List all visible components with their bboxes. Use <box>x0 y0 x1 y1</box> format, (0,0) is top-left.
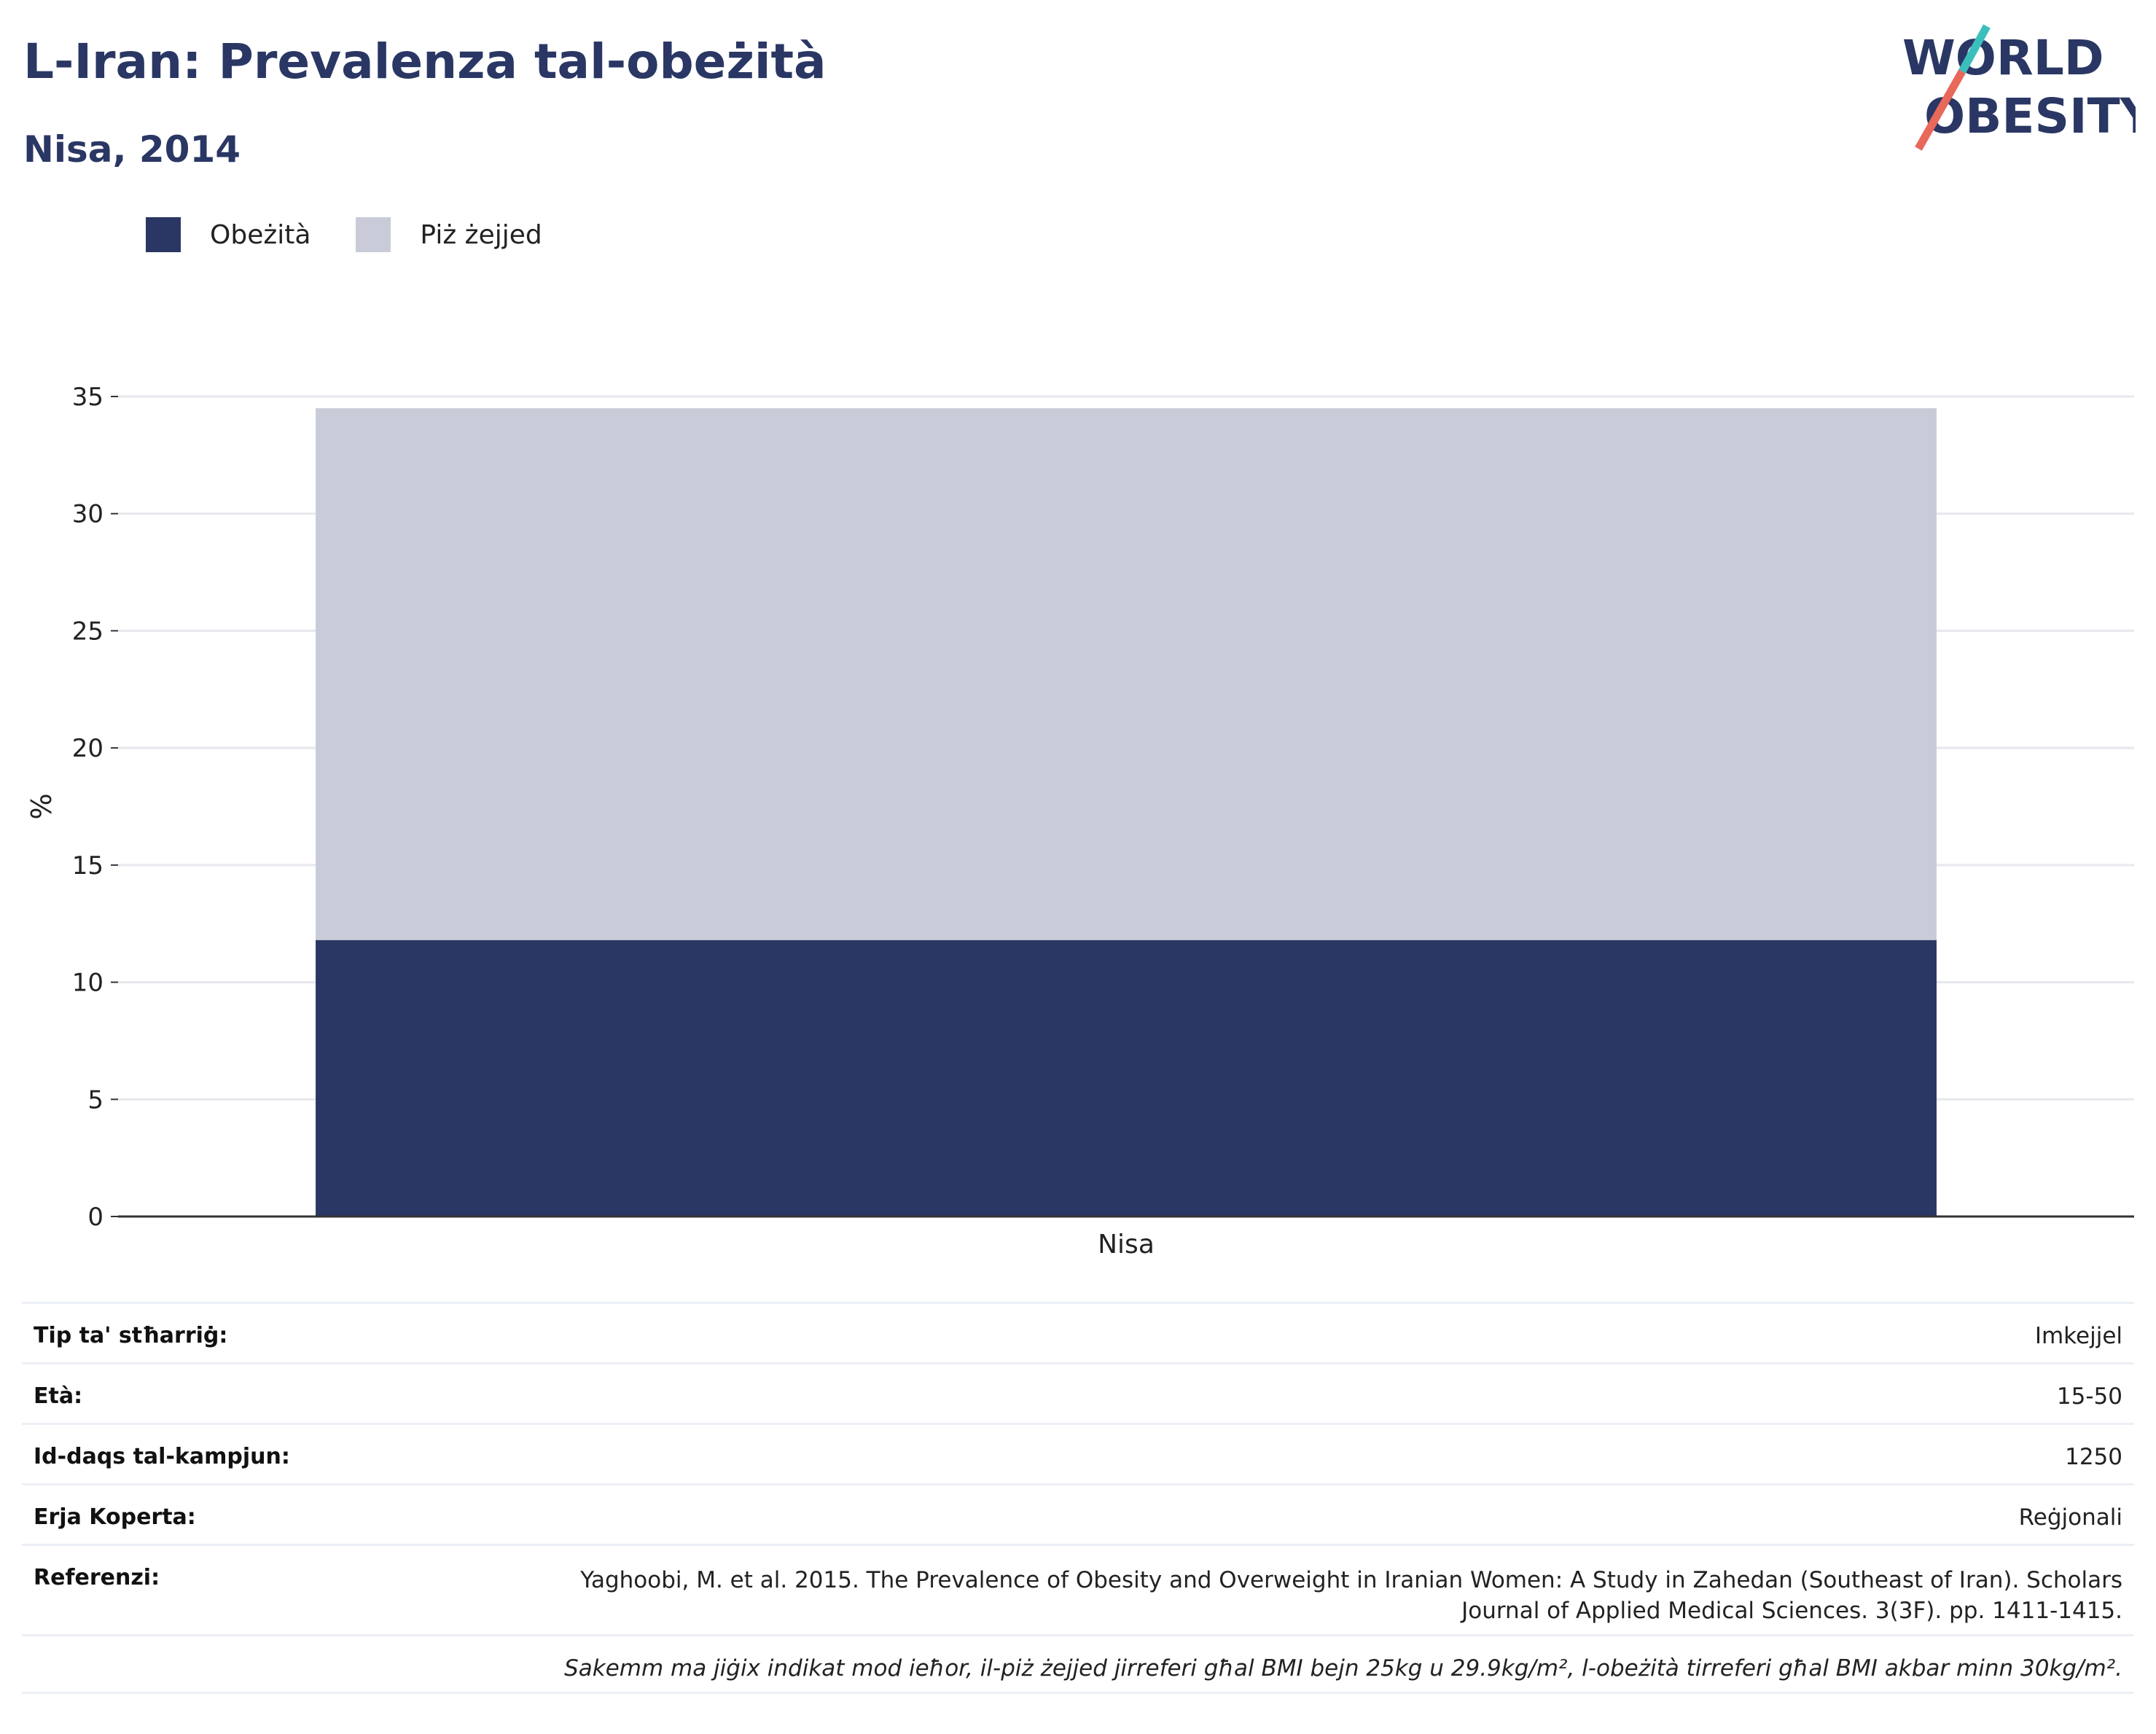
info-value: 15-50 <box>2056 1383 2122 1410</box>
y-tick-label: 20 <box>72 734 103 763</box>
legend-item-overweight[interactable]: Piż żejjed <box>356 217 542 252</box>
y-axis-label: % <box>26 793 58 819</box>
info-row-age: Età: 15-50 <box>22 1362 2134 1423</box>
legend-label-overweight: Piż żejjed <box>420 219 542 250</box>
reference-text: Yaghoobi, M. et al. 2015. The Prevalence… <box>580 1567 2122 1624</box>
info-key: Età: <box>34 1383 83 1409</box>
logo-line-2: OBESITY <box>1924 88 2136 144</box>
logo-slash-bottom <box>1915 69 1966 151</box>
y-tick-label: 35 <box>72 383 103 412</box>
logo-line-1: WORLD <box>1902 30 2104 86</box>
logo-slash-top <box>1958 24 1991 74</box>
info-key: Erja Koperta: <box>34 1504 196 1530</box>
chart-subtitle: Nisa, 2014 <box>23 128 241 171</box>
stacked-bar-chart: 0 5 10 15 20 25 30 35% Nisa <box>26 383 2134 1260</box>
survey-info-table: Tip ta' stħarriġ: Imkejjel Età: 15-50 Id… <box>22 1302 2134 1694</box>
info-row-references: Referenzi: Yaghoobi, M. et al. 2015. The… <box>22 1544 2134 1634</box>
chart-title: L-Iran: Prevalenza tal-obeżità <box>23 34 827 90</box>
legend-label-obesity: Obeżità <box>210 219 311 250</box>
bar-segment-obesity <box>316 940 1937 1216</box>
y-tick-label: 15 <box>72 851 103 880</box>
legend-swatch-obesity <box>146 217 181 252</box>
y-tick-label: 30 <box>72 500 103 529</box>
x-tick-label: Nisa <box>1098 1230 1155 1260</box>
y-tick-label: 10 <box>72 969 103 998</box>
info-row-survey-type: Tip ta' stħarriġ: Imkejjel <box>22 1302 2134 1362</box>
legend-item-obesity[interactable]: Obeżità <box>146 217 310 252</box>
info-value: Reġjonali <box>2018 1504 2122 1531</box>
y-tick-label: 5 <box>87 1085 103 1114</box>
info-row-sample-size: Id-daqs tal-kampjun: 1250 <box>22 1423 2134 1483</box>
world-obesity-logo: WORLD OBESITY <box>1902 24 2136 151</box>
info-row-area: Erja Koperta: Reġjonali <box>22 1483 2134 1544</box>
chart-legend: Obeżità Piż żejjed <box>146 217 587 252</box>
info-key: Referenzi: <box>34 1565 160 1590</box>
y-tick-label: 0 <box>87 1203 103 1232</box>
bmi-definition-note: Sakemm ma jiġix indikat mod ieħor, il-pi… <box>564 1655 2122 1682</box>
legend-swatch-overweight <box>356 217 391 252</box>
bar-segment-overweight <box>316 408 1937 940</box>
info-key: Id-daqs tal-kampjun: <box>34 1444 290 1469</box>
y-tick-label: 25 <box>72 617 103 646</box>
info-key: Tip ta' stħarriġ: <box>34 1323 228 1348</box>
info-value: 1250 <box>2065 1444 2122 1470</box>
info-row-note: Sakemm ma jiġix indikat mod ieħor, il-pi… <box>22 1634 2134 1694</box>
info-value: Imkejjel <box>2034 1323 2122 1349</box>
